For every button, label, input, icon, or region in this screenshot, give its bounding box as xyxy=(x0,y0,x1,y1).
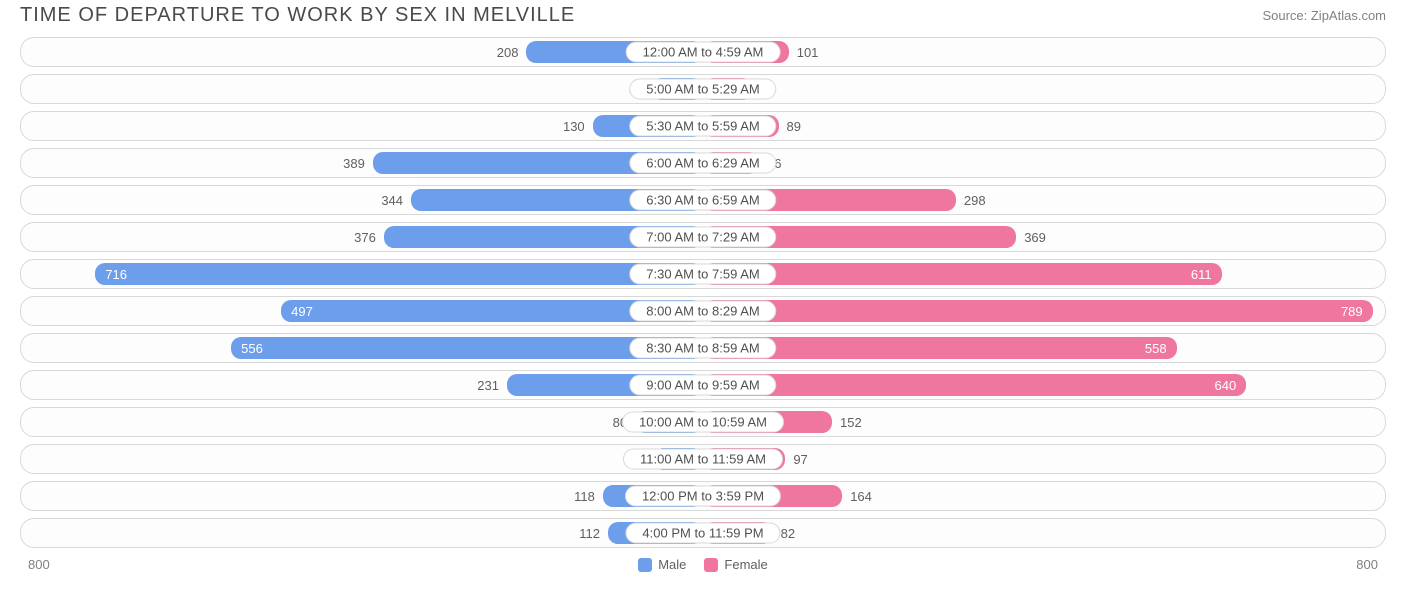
row-label: 8:00 AM to 8:29 AM xyxy=(629,301,776,322)
chart-row: 376 369 7:00 AM to 7:29 AM xyxy=(20,222,1386,252)
value-male: 376 xyxy=(354,226,384,248)
row-label: 8:30 AM to 8:59 AM xyxy=(629,338,776,359)
bar-male: 716 xyxy=(95,263,703,285)
row-label: 7:00 AM to 7:29 AM xyxy=(629,227,776,248)
chart-row: 7166117:30 AM to 7:59 AM xyxy=(20,259,1386,289)
value-female: 97 xyxy=(785,448,807,470)
row-label: 5:30 AM to 5:59 AM xyxy=(629,116,776,137)
chart-row: 389666:00 AM to 6:29 AM xyxy=(20,148,1386,178)
value-female: 369 xyxy=(1016,226,1046,248)
value-male: 112 xyxy=(579,522,608,544)
value-male: 208 xyxy=(497,41,527,63)
legend-label-male: Male xyxy=(658,557,686,572)
row-label: 4:00 PM to 11:59 PM xyxy=(625,523,780,544)
chart-row: 208 101 12:00 AM to 4:59 AM xyxy=(20,37,1386,67)
chart-title: TIME OF DEPARTURE TO WORK BY SEX IN MELV… xyxy=(20,4,575,27)
chart-row: 5565588:30 AM to 8:59 AM xyxy=(20,333,1386,363)
row-label: 5:00 AM to 5:29 AM xyxy=(629,79,776,100)
value-female: 152 xyxy=(832,411,862,433)
value-female: 101 xyxy=(789,41,819,63)
chart-row: 8015210:00 AM to 10:59 AM xyxy=(20,407,1386,437)
chart-footer: 800 Male Female 800 xyxy=(0,555,1406,572)
row-label: 6:30 AM to 6:59 AM xyxy=(629,190,776,211)
axis-right-max: 800 xyxy=(1356,557,1378,572)
chart-row: 4977898:00 AM to 8:29 AM xyxy=(20,296,1386,326)
legend: Male Female xyxy=(638,557,768,572)
legend-swatch-female xyxy=(704,558,718,572)
row-label: 10:00 AM to 10:59 AM xyxy=(622,412,784,433)
chart-row: 09711:00 AM to 11:59 AM xyxy=(20,444,1386,474)
bar-female: 611 xyxy=(703,263,1222,285)
chart-header: TIME OF DEPARTURE TO WORK BY SEX IN MELV… xyxy=(0,0,1406,37)
value-male: 130 xyxy=(563,115,593,137)
chart-row: 61145:00 AM to 5:29 AM xyxy=(20,74,1386,104)
row-label: 6:00 AM to 6:29 AM xyxy=(629,153,776,174)
value-female: 164 xyxy=(842,485,872,507)
bar-female: 789 xyxy=(703,300,1373,322)
chart-row: 231 6409:00 AM to 9:59 AM xyxy=(20,370,1386,400)
value-male: 118 xyxy=(574,485,603,507)
row-label: 12:00 PM to 3:59 PM xyxy=(625,486,781,507)
legend-item-male: Male xyxy=(638,557,686,572)
row-label: 12:00 AM to 4:59 AM xyxy=(626,42,781,63)
legend-label-female: Female xyxy=(724,557,767,572)
value-male: 231 xyxy=(477,374,507,396)
chart-row: 118 164 12:00 PM to 3:59 PM xyxy=(20,481,1386,511)
row-label: 9:00 AM to 9:59 AM xyxy=(629,375,776,396)
chart-row: 130 895:30 AM to 5:59 AM xyxy=(20,111,1386,141)
chart-row: 344 298 6:30 AM to 6:59 AM xyxy=(20,185,1386,215)
chart-source: Source: ZipAtlas.com xyxy=(1262,8,1386,23)
row-label: 11:00 AM to 11:59 AM xyxy=(623,449,783,470)
value-female: 89 xyxy=(779,115,801,137)
chart-row: 112824:00 PM to 11:59 PM xyxy=(20,518,1386,548)
axis-left-max: 800 xyxy=(28,557,50,572)
bar-female: 640 xyxy=(703,374,1246,396)
value-male: 389 xyxy=(343,152,373,174)
legend-swatch-male xyxy=(638,558,652,572)
chart-area: 208 101 12:00 AM to 4:59 AM 61145:00 AM to … xyxy=(0,37,1406,548)
value-male: 344 xyxy=(381,189,411,211)
value-female: 298 xyxy=(956,189,986,211)
row-label: 7:30 AM to 7:59 AM xyxy=(629,264,776,285)
legend-item-female: Female xyxy=(704,557,767,572)
